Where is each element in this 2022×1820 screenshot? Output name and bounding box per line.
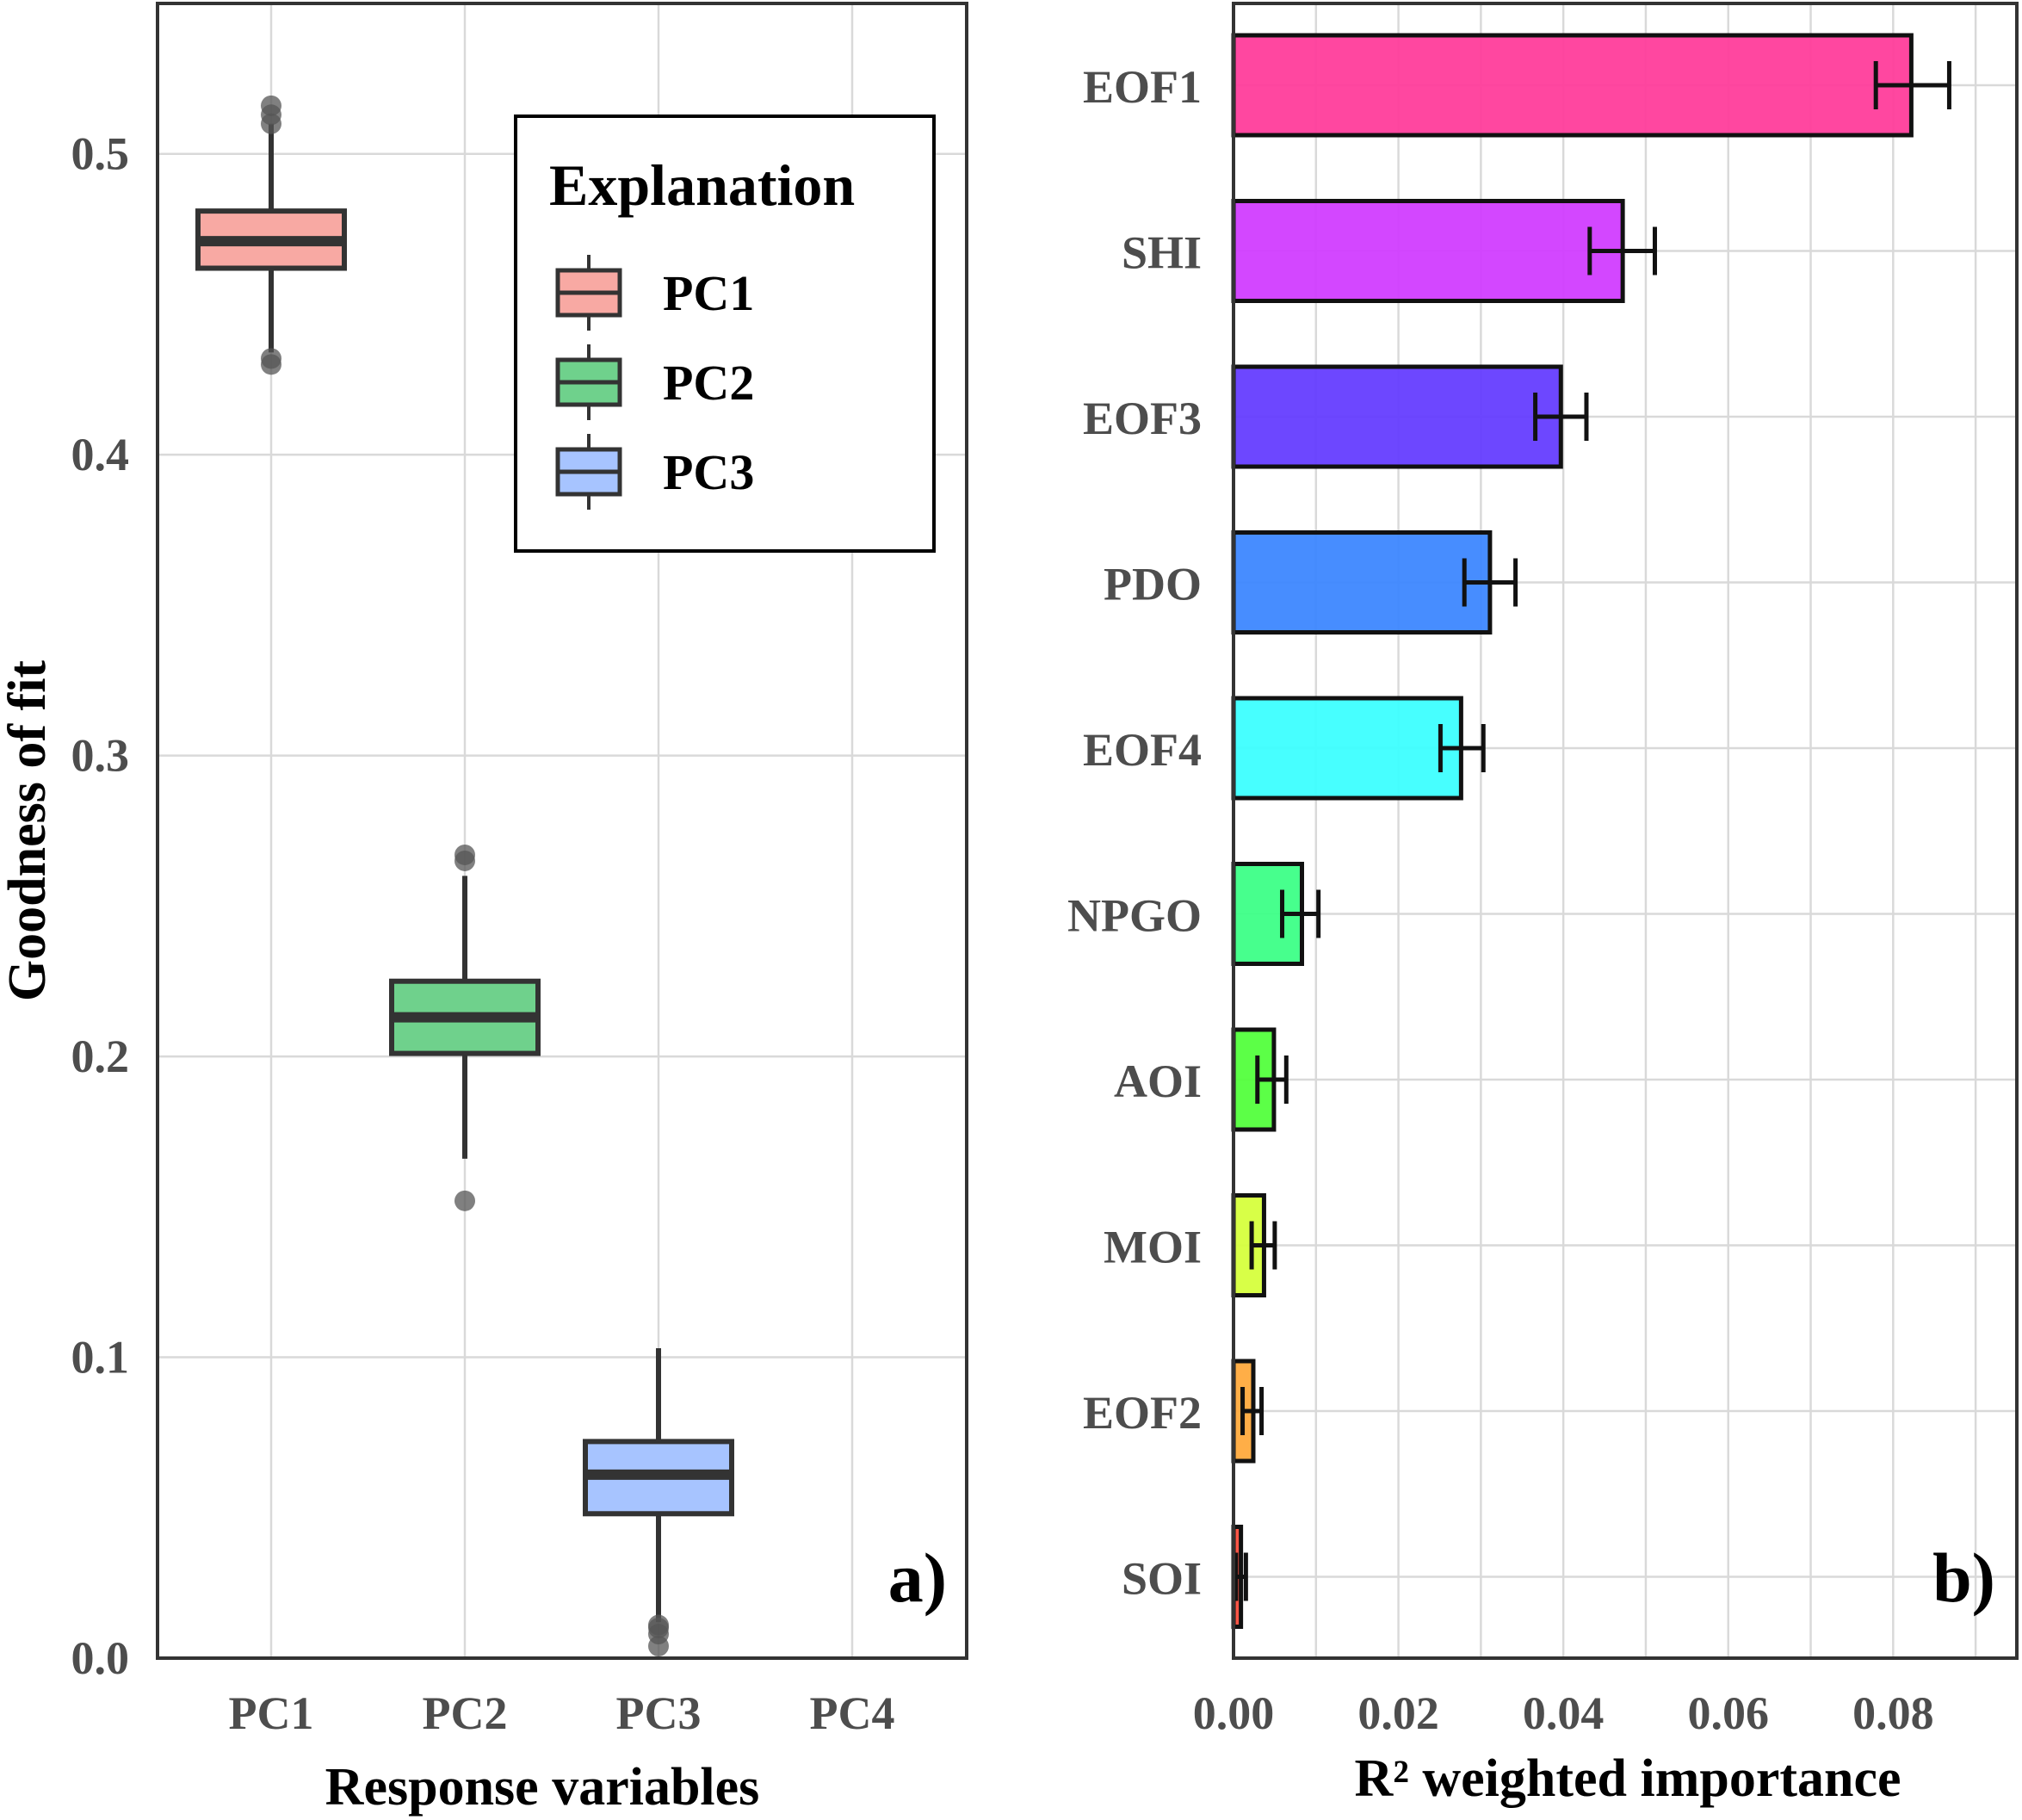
panel-b-frame [1232,2,2019,1660]
panel-b-bars [1231,33,1914,1629]
panel-a-boxplots [195,95,734,1657]
panel-b-category-label: NPGO [1067,890,1202,942]
panel-b-category-label: EOF1 [1083,61,1202,113]
panel-b-category-label: SOI [1122,1553,1202,1605]
panel-b-category-label: MOI [1104,1222,1202,1273]
boxplot-pc2 [389,844,541,1211]
legend-entries: PC1 PC2 PC3 [555,255,754,510]
panel-b-importance: EOF1 SHI EOF3 PDO EOF4 NPGO AOI MOI EOF2 SOI 0.00… [1067,2,2019,1808]
panel-b-x-tick-labels: 0.00 0.02 0.04 0.06 0.08 [1193,1687,1934,1739]
boxplot-outlier [648,1614,669,1636]
error-bar-moi [1249,1221,1277,1270]
panel-a-y-tick-label: 0.2 [71,1031,130,1082]
panel-a-y-tick-labels: 0.0 0.1 0.2 0.3 0.4 0.5 [71,128,130,1684]
error-bar-aoi [1255,1055,1289,1104]
panel-a-y-tick-label: 0.0 [71,1632,130,1684]
legend-label: PC2 [663,355,754,411]
legend-entry-pc1: PC1 [555,255,754,331]
bar-eof4 [1231,696,1463,801]
boxplot-outlier [261,95,281,116]
boxplot-pc1 [195,95,347,375]
panel-b-x-tick-label: 0.04 [1523,1687,1605,1739]
error-bar-npgo [1280,889,1321,938]
panel-a-x-axis-title: Response variables [325,1758,760,1817]
panel-a-y-axis-title: Goodness of fit [0,660,57,1001]
panel-b-category-labels: EOF1 SHI EOF3 PDO EOF4 NPGO AOI MOI EOF2 SOI [1067,61,1202,1605]
panel-b-error-bars [1234,61,1951,1601]
boxplot-outlier [454,1190,475,1211]
panel-b-label: b) [1932,1538,1995,1617]
panel-b-x-tick-label: 0.00 [1193,1687,1275,1739]
error-bar-soi [1234,1552,1248,1601]
boxplot-pc3 [583,1348,734,1657]
panel-b-category-label: EOF4 [1083,724,1202,776]
boxplot-outlier [261,348,281,369]
panel-b-category-label: EOF2 [1083,1387,1202,1439]
boxplot-outlier [454,844,475,865]
panel-a-y-tick-label: 0.5 [71,128,130,180]
bar-eof1 [1231,33,1914,138]
legend-label: PC1 [663,265,754,321]
panel-a-x-tick-labels: PC1 PC2 PC3 PC4 [229,1687,895,1739]
panel-a-y-tick-label: 0.3 [71,730,130,782]
legend: Explanation PC1 PC2 PC3 [514,115,936,553]
panel-b-category-label: PDO [1104,559,1202,610]
panel-a-label: a) [888,1538,947,1617]
panel-a-x-tick-label: PC1 [229,1687,314,1739]
panel-a-x-tick-label: PC2 [423,1687,508,1739]
panel-b-category-label: AOI [1114,1055,1202,1107]
legend-title: Explanation [549,152,855,218]
panel-b-category-label: SHI [1122,227,1202,279]
bar-pdo [1231,530,1493,635]
error-bar-eof3 [1533,393,1589,441]
panel-b-x-tick-label: 0.02 [1357,1687,1439,1739]
error-bar-eof2 [1240,1387,1265,1435]
legend-label: PC3 [663,444,754,500]
error-bar-eof4 [1438,724,1486,772]
panel-b-x-tick-label: 0.06 [1687,1687,1769,1739]
legend-entry-pc3: PC3 [555,434,754,510]
panel-b-x-tick-label: 0.08 [1852,1687,1934,1739]
panel-a-y-tick-label: 0.1 [71,1332,130,1384]
panel-a-goodness-of-fit: 0.0 0.1 0.2 0.3 0.4 0.5 PC1 PC2 PC3 PC4 Response… [0,2,968,1817]
bar-shi [1231,199,1625,303]
panel-a-x-tick-label: PC3 [616,1687,702,1739]
panel-a-frame [156,2,968,1660]
error-bar-shi [1587,226,1657,275]
panel-a-x-tick-label: PC4 [810,1687,895,1739]
error-bar-pdo [1462,558,1518,607]
panel-b-x-axis-title: R² weighted importance [1354,1749,1901,1808]
panel-a-y-tick-label: 0.4 [71,429,130,480]
legend-entry-pc2: PC2 [555,344,754,420]
bar-eof3 [1231,364,1563,469]
error-bar-eof1 [1873,61,1951,109]
panel-b-category-label: EOF3 [1083,393,1202,444]
